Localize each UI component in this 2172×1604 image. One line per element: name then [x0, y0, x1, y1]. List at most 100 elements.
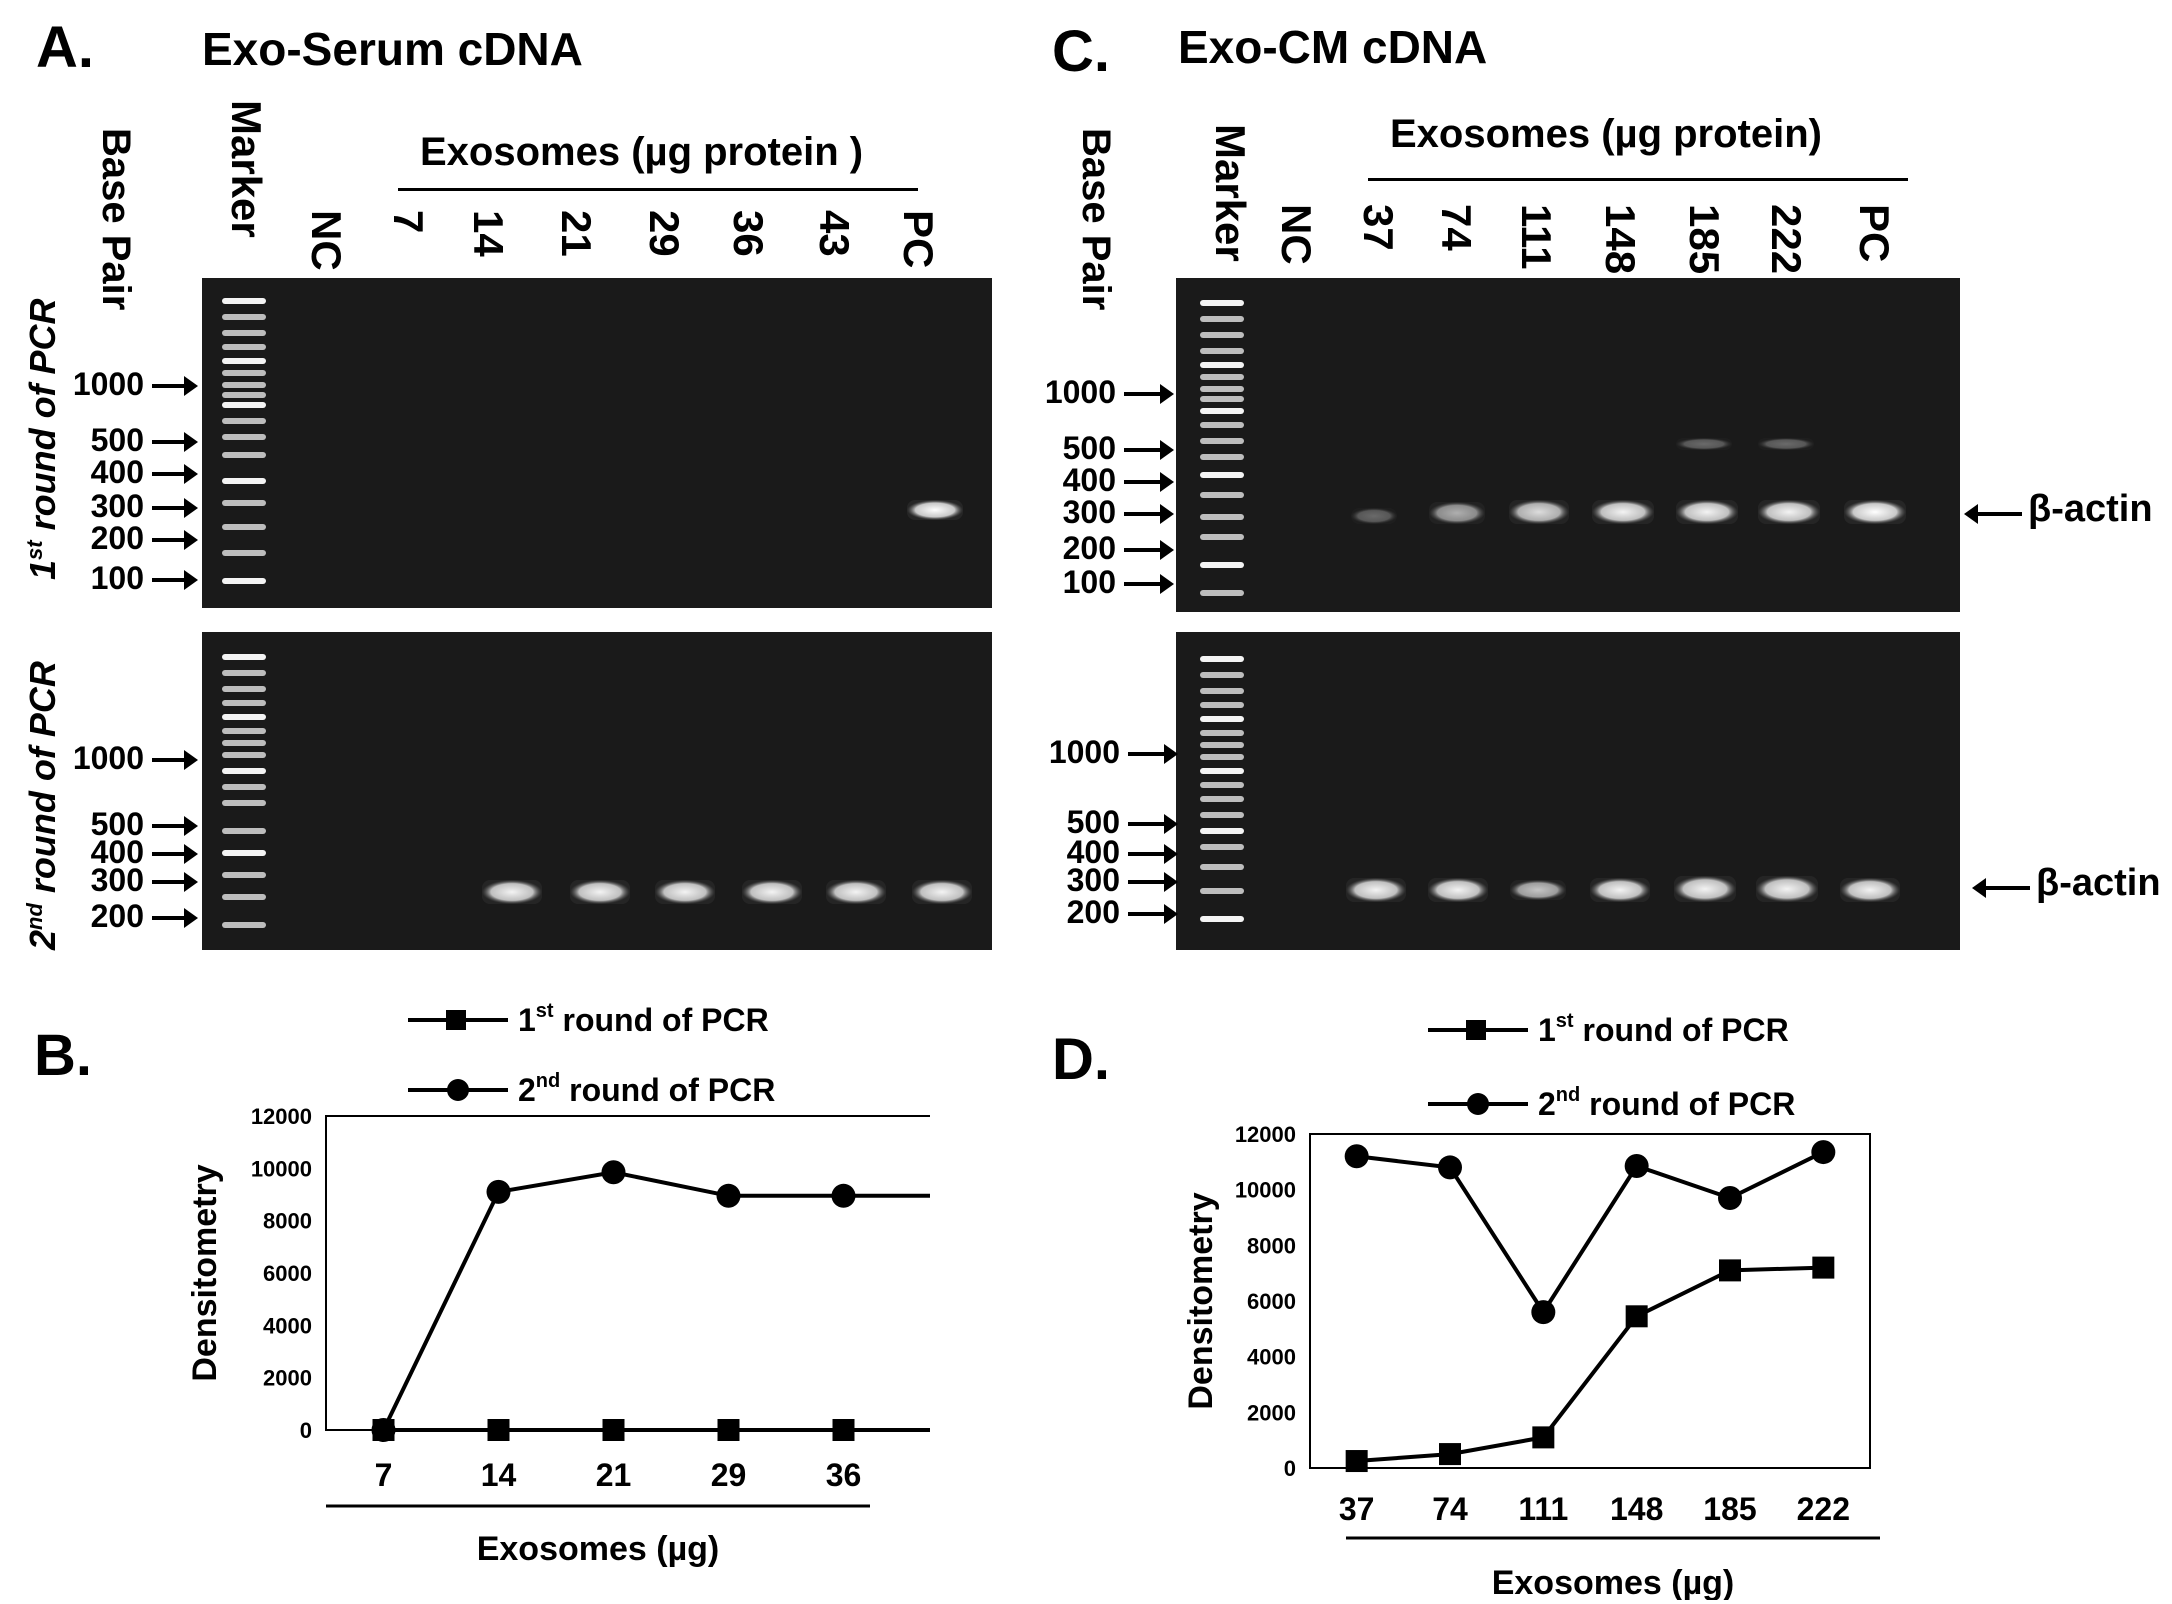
chart-b-ytick: 12000 [251, 1104, 312, 1129]
chart-d-series-0-point-1 [1439, 1443, 1461, 1466]
beta-actin-arrow-2 [1972, 878, 2030, 898]
chart-b-series-0-point-4 [832, 1419, 855, 1441]
panel-a-r1-bp-arrow-2 [152, 464, 198, 484]
panel-c-r2-ladder-band [1200, 844, 1244, 850]
chart-b-series-1-point-0 [371, 1418, 396, 1442]
panel-a-base-pair: Base Pair [94, 128, 138, 311]
panel-c-r1-band [1844, 500, 1906, 524]
panel-a-r2-band [742, 880, 802, 904]
panel-c-r2-ladder-band [1200, 656, 1244, 662]
panel-a-r1-bp-arrow-4 [152, 530, 198, 550]
panel-c-r2-ladder-band [1200, 796, 1244, 802]
panel-a-letter: A. [36, 15, 94, 80]
panel-a-round1-label: 1st round of PCR [22, 298, 63, 580]
panel-a-lane-2: 14 [465, 210, 512, 257]
chart-d-series-line-1 [1356, 1150, 1825, 1316]
panel-c-lane-7: PC [1851, 204, 1898, 263]
beta-actin-label-1: β-actin [2028, 488, 2153, 530]
panel-a-round2-label: 2nd round of PCR [22, 661, 63, 950]
panel-a-title: Exo-Serum cDNA [202, 23, 583, 75]
panel-c-r2-bp-4: 200 [1066, 894, 1120, 930]
panel-c-r1-bp-2: 400 [1062, 462, 1116, 498]
chart-d-ytick: 8000 [1247, 1233, 1296, 1258]
panel-c-r2-ladder-band [1200, 916, 1244, 922]
chart-d-legend-text-1: 2nd round of PCR [1538, 1084, 1795, 1122]
panel-c-letter: C. [1052, 19, 1110, 84]
panel-a-r1-bp-4: 200 [90, 520, 144, 556]
panel-a-r1-ladder-band [222, 298, 266, 304]
panel-c-r1-ladder-band [1200, 562, 1244, 568]
panel-c-r1-ladder-band [1200, 590, 1244, 596]
panel-a-r2-ladder-band [222, 922, 266, 928]
panel-a-r2-ladder-band [222, 714, 266, 720]
panel-c-r1-bp-0: 1000 [1044, 374, 1116, 410]
panel-a-r2-bp-3: 300 [90, 862, 144, 898]
panel-c-r2-ladder-band [1200, 754, 1244, 760]
chart-d-series-1-point-0 [1344, 1144, 1369, 1169]
panel-c-lane-6: 222 [1763, 204, 1810, 275]
panel-c-lane-1: 37 [1355, 204, 1402, 251]
panel-a-r2-ladder-band [222, 850, 266, 856]
panel-c-r2-band [1346, 878, 1406, 902]
beta-actin-label-2: β-actin [2036, 862, 2161, 904]
panel-c-r2-ladder-band [1200, 768, 1244, 774]
panel-a-r2-ladder-band [222, 670, 266, 676]
panel-c-r2-bp-arrow-0 [1128, 744, 1178, 764]
panel-a-lane-1: 7 [385, 210, 432, 234]
panel-a-r1-ladder-band [222, 434, 266, 440]
chart-b-series-0-point-2 [602, 1419, 625, 1441]
panel-c-r2-bp-2: 400 [1066, 834, 1120, 870]
panel-c-r1-band [1429, 502, 1485, 524]
panel-c-r2-bp-1: 500 [1066, 804, 1120, 840]
chart-b-legend-text-0: 1st round of PCR [518, 1000, 769, 1038]
panel-c-title: Exo-CM cDNA [1178, 21, 1488, 73]
chart-d-ytick: 12000 [1235, 1122, 1296, 1147]
panel-c-marker-label: Marker [1207, 124, 1254, 262]
chart-b-series-1-point-4 [831, 1183, 856, 1208]
chart-b-xtick: 36 [826, 1457, 862, 1493]
chart-d-xlabel: Exosomes (µg) [1492, 1564, 1735, 1600]
panel-a-r2-bp-arrow-3 [152, 872, 198, 892]
panel-c-r1-ladder-band [1200, 316, 1244, 322]
panel-c-r1-bp-arrow-0 [1124, 384, 1174, 404]
panel-a-r1-bp-0: 1000 [72, 366, 144, 402]
chart-b-series-1-point-2 [601, 1160, 626, 1185]
panel-a-r2-band [912, 880, 972, 904]
panel-c-r2-band [1674, 876, 1736, 902]
chart-d-series-1-point-5 [1811, 1140, 1836, 1165]
chart-b-ytick: 10000 [251, 1156, 312, 1181]
panel-c-gel-round1 [1176, 278, 1960, 612]
panel-a-lane-7: PC [895, 210, 942, 269]
panel-c-r2-band [1510, 880, 1566, 900]
panel-a-r1-ladder-band [222, 524, 266, 530]
chart-b-series-line-1 [381, 1170, 930, 1431]
panel-a-r1-ladder-band [222, 550, 266, 556]
chart-d-series-0-point-0 [1345, 1450, 1368, 1473]
panel-a-r2-bp-arrow-2 [152, 844, 198, 864]
panel-c-r1-band [1676, 438, 1732, 450]
panel-c-r1-bp-4: 200 [1062, 530, 1116, 566]
chart-d-legend-marker-0 [1466, 1020, 1486, 1040]
panel-c-r2-ladder-band [1200, 730, 1244, 736]
panel-a-r2-bp-0: 1000 [72, 740, 144, 776]
chart-d-legend-text-0: 1st round of PCR [1538, 1010, 1789, 1048]
panel-a-lane-0: NC [303, 210, 350, 271]
panel-c-lane-5: 185 [1681, 204, 1728, 275]
chart-b-series-1-point-1 [486, 1179, 511, 1204]
panel-a-r1-bp-5: 100 [90, 560, 144, 596]
panel-a-r1-ladder-band [222, 344, 266, 350]
panel-a-r1-bp-2: 400 [90, 454, 144, 490]
chart-d-xtick: 148 [1610, 1491, 1663, 1527]
panel-c-r1-band [1592, 500, 1654, 524]
chart-d-ylabel: Densitometry [1182, 1192, 1220, 1409]
panel-c-r1-ladder-band [1200, 396, 1244, 402]
panel-c-r1-ladder-band [1200, 454, 1244, 460]
panel-a-r2-bp-arrow-0 [152, 750, 198, 770]
chart-b-legend-marker-0 [446, 1010, 466, 1030]
panel-c-r1-bp-1: 500 [1062, 430, 1116, 466]
panel-c-r1-band [1758, 438, 1814, 450]
panel-c-r1-ladder-band [1200, 438, 1244, 444]
panel-c-r1-band [1351, 508, 1397, 524]
panel-c-r2-ladder-band [1200, 716, 1244, 722]
panel-c-r2-bp-arrow-4 [1128, 904, 1178, 924]
